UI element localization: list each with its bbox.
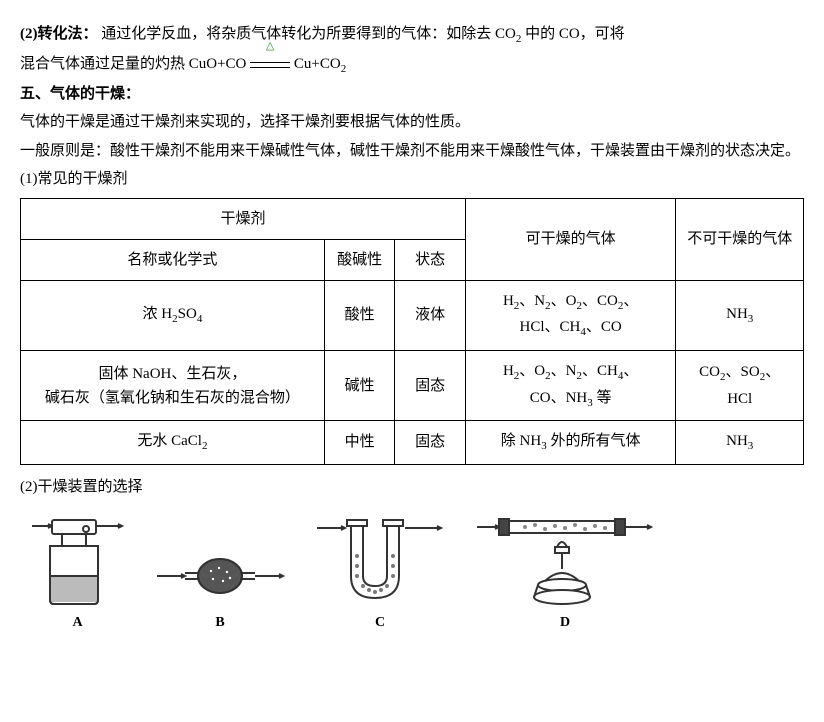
apparatus-c: C xyxy=(315,516,445,637)
cell-state: 固态 xyxy=(395,421,466,465)
heading-gas-drying: 五、气体的干燥： xyxy=(20,80,804,109)
cell-state: 液体 xyxy=(395,280,466,350)
apparatus-d: D xyxy=(475,511,655,637)
text: 通过化学反血，将杂质气体转化为所要得到的气体：如除去 CO xyxy=(101,26,516,42)
paragraph: 气体的干燥是通过干燥剂来实现的，选择干燥剂要根据气体的性质。 xyxy=(20,108,804,137)
th-desiccant: 干燥剂 xyxy=(21,198,466,239)
gas-washing-bottle-icon xyxy=(30,516,125,606)
paragraph: 一般原则是：酸性干燥剂不能用来干燥碱性气体，碱性干燥剂不能用来干燥酸性气体，干燥… xyxy=(20,137,804,166)
cell-cannot: NH3 xyxy=(676,421,804,465)
cell-cannot: CO2、SO2、HCl xyxy=(676,350,804,420)
cell-name: 固体 NaOH、生石灰，碱石灰（氢氧化钠和生石灰的混合物） xyxy=(21,350,325,420)
table-header-row: 干燥剂 可干燥的气体 不可干燥的气体 xyxy=(21,198,804,239)
apparatus-a: A xyxy=(30,516,125,637)
table-row: 无水 CaCl2 中性 固态 除 NH3 外的所有气体 NH3 xyxy=(21,421,804,465)
apparatus-b: B xyxy=(155,551,285,637)
combustion-tube-icon xyxy=(475,511,655,606)
cell-can: H2、O2、N2、CH4、CO、NH3 等 xyxy=(465,350,676,420)
th-state: 状态 xyxy=(395,239,466,280)
delta-symbol: △ xyxy=(266,36,274,57)
paragraph-equation-line: 混合气体通过足量的灼热 CuO+CO △ Cu+CO2 xyxy=(20,50,804,80)
heading-conversion: (2)转化法： xyxy=(20,26,98,42)
cell-state: 固态 xyxy=(395,350,466,420)
cell-acidbase: 酸性 xyxy=(324,280,395,350)
table-row: 浓 H2SO4 酸性 液体 H2、N2、O2、CO2、HCl、CH4、CO NH… xyxy=(21,280,804,350)
cell-name: 浓 H2SO4 xyxy=(21,280,325,350)
cell-acidbase: 中性 xyxy=(324,421,395,465)
apparatus-label: D xyxy=(560,610,570,637)
cell-acidbase: 碱性 xyxy=(324,350,395,420)
cell-cannot: NH3 xyxy=(676,280,804,350)
table-row: 固体 NaOH、生石灰，碱石灰（氢氧化钠和生石灰的混合物） 碱性 固态 H2、O… xyxy=(21,350,804,420)
cell-can: H2、N2、O2、CO2、HCl、CH4、CO xyxy=(465,280,676,350)
apparatus-row: A B xyxy=(20,501,804,637)
equals-lines xyxy=(250,62,290,68)
th-can-dry: 可干燥的气体 xyxy=(465,198,676,280)
apparatus-label: C xyxy=(375,610,385,637)
text: 混合气体通过足量的灼热 CuO+CO xyxy=(20,56,246,72)
subheading-apparatus-selection: (2)干燥装置的选择 xyxy=(20,473,804,502)
text: 中的 CO，可将 xyxy=(521,26,624,42)
u-tube-icon xyxy=(315,516,445,606)
reaction-condition-delta: △ xyxy=(250,50,290,79)
th-acidbase: 酸碱性 xyxy=(324,239,395,280)
cell-can: 除 NH3 外的所有气体 xyxy=(465,421,676,465)
sub: 2 xyxy=(341,63,347,75)
th-name: 名称或化学式 xyxy=(21,239,325,280)
apparatus-label: B xyxy=(215,610,224,637)
paragraph-conversion-method: (2)转化法： 通过化学反血，将杂质气体转化为所要得到的气体：如除去 CO2 中… xyxy=(20,20,804,50)
text: Cu+CO xyxy=(294,56,341,72)
th-cannot-dry: 不可干燥的气体 xyxy=(676,198,804,280)
desiccant-table: 干燥剂 可干燥的气体 不可干燥的气体 名称或化学式 酸碱性 状态 浓 H2SO4… xyxy=(20,198,804,465)
bulb-tube-icon xyxy=(155,551,285,606)
cell-name: 无水 CaCl2 xyxy=(21,421,325,465)
apparatus-label: A xyxy=(72,610,82,637)
subheading-common-desiccants: (1)常见的干燥剂 xyxy=(20,165,804,194)
